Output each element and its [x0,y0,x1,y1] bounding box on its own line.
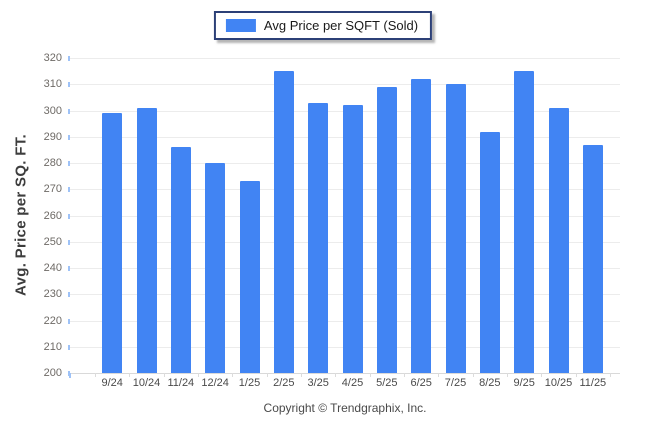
y-axis-tick-label: 310 [43,78,62,91]
y-axis-tick-label: 320 [43,52,62,64]
x-axis-origin-tick [69,373,71,378]
y-axis-tick [68,318,70,324]
bar[interactable] [170,147,191,373]
x-axis-tick [541,373,543,377]
x-axis-tick [163,373,165,377]
bar[interactable] [239,181,260,373]
x-axis-tick [129,373,131,377]
bar[interactable] [308,102,329,373]
y-axis-tick [68,134,70,140]
x-axis-tick-labels: 9/24 10/24 11/24 12/24 1/25 2/25 3/25 4/25 5/25 6… [70,377,620,391]
x-axis-tick [198,373,199,377]
y-axis-tick [68,108,70,114]
bar[interactable] [411,79,432,373]
y-axis-tick-label: 210 [43,340,62,353]
x-axis-tick-label: 3/25 [307,377,329,389]
y-axis-tick [68,161,70,166]
copyright-text: Copyright © Trendgraphix, Inc. [263,401,427,415]
y-axis-tick-label: 200 [43,367,62,379]
y-axis-tick-label: 240 [43,262,62,274]
x-axis-tick [266,373,268,377]
x-axis-tick [301,373,302,377]
x-axis-tick-label: 2/25 [273,377,295,389]
x-axis-tick-label: 5/25 [376,377,398,389]
x-axis-tick [404,373,405,377]
y-axis-tick [68,213,70,219]
x-axis-tick [610,373,611,377]
x-axis-tick-label: 10/25 [544,377,573,389]
bar[interactable] [376,86,397,373]
bar[interactable] [136,107,157,373]
y-axis-tick-label: 260 [43,209,62,222]
bar[interactable] [479,131,500,373]
gridline [70,58,620,59]
x-axis-tick-label: 6/25 [410,377,432,389]
y-axis-tick-label: 220 [43,314,62,327]
legend-label: Avg Price per SQFT (Sold) [263,18,419,33]
y-axis-tick [68,82,70,88]
gridline [70,84,620,86]
x-axis-tick-label: 9/24 [101,377,123,389]
y-axis-tick [68,239,70,245]
x-axis-tick [507,373,508,377]
plot-area [68,56,620,378]
bar[interactable] [273,71,294,373]
x-axis-tick-label: 11/25 [579,377,607,389]
chart-legend[interactable]: Avg Price per SQFT (Sold) [213,11,433,40]
x-axis-tick [335,373,337,377]
x-axis-tick [438,373,440,377]
bar[interactable] [548,107,569,373]
legend-swatch-icon [225,19,256,32]
x-axis-tick [472,373,474,377]
x-axis-tick-label: 8/25 [479,377,501,389]
x-axis-tick-label: 1/25 [238,377,261,389]
y-axis-tick [68,292,70,298]
y-axis-tick-label: 230 [43,288,62,301]
x-axis-tick-label: 10/24 [132,377,161,389]
x-axis-tick [575,373,577,377]
x-axis-tick-label: 4/25 [341,377,364,389]
x-axis-tick-label: 9/25 [513,377,535,389]
y-axis-tick-label: 250 [43,235,62,248]
y-axis-tick-label: 270 [43,183,62,196]
bar[interactable] [514,71,535,373]
y-axis-tick-labels: 320 310 300 290 280 270 260 250 240 230 220 210 200 [0,52,62,379]
x-axis-tick [232,373,234,377]
y-axis-tick-label: 300 [43,104,62,117]
x-axis-tick [95,373,96,377]
y-axis-tick-label: 290 [43,130,62,143]
bar[interactable] [342,105,363,373]
bar[interactable] [582,144,603,373]
y-axis-tick [68,344,70,350]
y-axis-tick-label: 280 [43,157,62,169]
x-axis-tick-label: 11/24 [167,377,195,389]
y-axis-tick [68,266,70,271]
y-axis-tick [68,56,70,61]
x-axis-tick [369,373,371,377]
x-axis-tick-label: 12/24 [201,377,229,389]
x-axis-tick-label: 7/25 [444,377,467,389]
bar[interactable] [102,113,123,373]
bar[interactable] [205,163,226,373]
y-axis-tick [68,187,70,193]
bar[interactable] [445,84,466,373]
